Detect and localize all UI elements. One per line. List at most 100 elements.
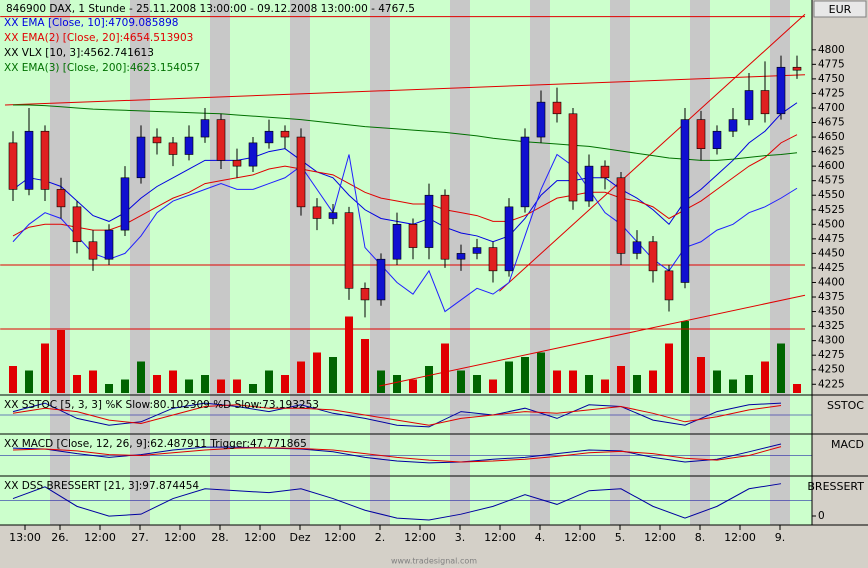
- candle-body: [696, 119, 706, 149]
- candle-body: [72, 206, 82, 243]
- trend-line: [499, 13, 806, 292]
- volume-bar: [329, 357, 337, 393]
- session-band: [450, 0, 470, 525]
- panel-line: [12, 446, 782, 463]
- y-tick-label: 4625: [818, 146, 845, 158]
- volume-bar: [761, 361, 769, 393]
- candle-body: [472, 247, 482, 254]
- panel-line: [12, 483, 782, 521]
- volume-bar: [633, 375, 641, 393]
- x-tick-label: 2.: [375, 531, 386, 544]
- volume-bar: [345, 316, 353, 393]
- candle-body: [40, 130, 50, 190]
- x-tick-label: 28.: [211, 531, 229, 544]
- candle-body: [552, 101, 562, 115]
- volume-bar: [153, 375, 161, 393]
- volume-bar: [521, 357, 529, 393]
- volume-bar: [425, 366, 433, 393]
- candle-body: [8, 142, 18, 190]
- candle-body: [184, 136, 194, 155]
- axis-panel: [812, 0, 868, 525]
- candle-body: [488, 247, 498, 272]
- panel-label: XX DSS BRESSERT [21, 3]:97.874454: [4, 480, 199, 492]
- volume-bar: [217, 379, 225, 393]
- legend-entry: XX EMA(2) [Close, 20]:4654.513903: [4, 32, 193, 44]
- x-tick-label: 3.: [455, 531, 466, 544]
- y-tick-label: 4325: [818, 320, 845, 332]
- panel-axis-label: MACD: [831, 438, 864, 451]
- indicator-line: [12, 102, 798, 243]
- y-tick-label: 4275: [818, 349, 845, 361]
- trend-line: [379, 294, 806, 387]
- volume-bar: [585, 375, 593, 393]
- x-tick-label: 9.: [775, 531, 786, 544]
- volume-bar: [137, 361, 145, 393]
- y-tick-label: 4575: [818, 175, 845, 187]
- volume-bar: [41, 343, 49, 393]
- trend-line: [4, 74, 806, 106]
- y-tick-label: 0: [818, 510, 825, 522]
- volume-bar: [457, 370, 465, 393]
- candle-body: [376, 258, 386, 301]
- candle-body: [296, 136, 306, 208]
- candle-body: [392, 224, 402, 260]
- candle-body: [536, 101, 546, 138]
- x-tick-label: 12:00: [84, 531, 116, 544]
- volume-bar: [649, 370, 657, 393]
- candle-body: [792, 66, 802, 71]
- panel-line: [12, 402, 782, 428]
- panel-label: XX SSTOC [5, 3, 3] %K Slow:80.102309 %D …: [4, 399, 319, 411]
- candle-body: [600, 165, 610, 179]
- panel-line: [12, 404, 782, 426]
- candle-body: [328, 212, 338, 219]
- currency: EUR: [829, 3, 852, 16]
- y-tick-label: 4675: [818, 117, 845, 129]
- volume-bar: [9, 366, 17, 393]
- volume-bar: [281, 375, 289, 393]
- volume-bar: [489, 379, 497, 393]
- volume-bar: [473, 375, 481, 393]
- volume-bar: [665, 343, 673, 393]
- x-tick-label: 12:00: [164, 531, 196, 544]
- panel-line: [12, 443, 782, 464]
- volume-bar: [793, 384, 801, 393]
- x-tick-label: 27.: [131, 531, 149, 544]
- candle-body: [776, 66, 786, 115]
- candle-body: [568, 113, 578, 202]
- volume-bar: [409, 379, 417, 393]
- candle-body: [360, 287, 370, 301]
- candle-body: [584, 165, 594, 202]
- candle-body: [728, 119, 738, 132]
- y-tick-label: 4700: [818, 102, 845, 114]
- indicator-line: [12, 153, 798, 313]
- candle-body: [760, 90, 770, 115]
- y-tick-label: 4500: [818, 218, 845, 230]
- session-band: [530, 0, 550, 525]
- session-band: [290, 0, 310, 525]
- legend-entry: XX EMA(3) [Close, 200]:4623.154057: [4, 62, 200, 74]
- volume-bar: [57, 330, 65, 393]
- volume-bar: [313, 352, 321, 393]
- x-tick-label: Dez: [289, 531, 310, 544]
- volume-bar: [185, 379, 193, 393]
- currency-box: [813, 0, 867, 18]
- x-tick-label: 12:00: [644, 531, 676, 544]
- volume-bar: [89, 370, 97, 393]
- volume-bar: [729, 379, 737, 393]
- candle-body: [200, 119, 210, 138]
- watermark: www.tradesignal.com: [391, 557, 477, 566]
- volume-bar: [505, 361, 513, 393]
- candle-body: [744, 90, 754, 120]
- x-tick-label: 12:00: [404, 531, 436, 544]
- volume-bar: [25, 370, 33, 393]
- volume-bar: [601, 379, 609, 393]
- candle-body: [440, 194, 450, 260]
- volume-bar: [569, 370, 577, 393]
- y-tick-label: 4350: [818, 306, 845, 318]
- volume-bar: [105, 384, 113, 393]
- y-tick-label: 4525: [818, 204, 845, 216]
- volume-bar: [233, 379, 241, 393]
- y-tick-label: 4725: [818, 87, 845, 99]
- indicator-line: [13, 104, 798, 161]
